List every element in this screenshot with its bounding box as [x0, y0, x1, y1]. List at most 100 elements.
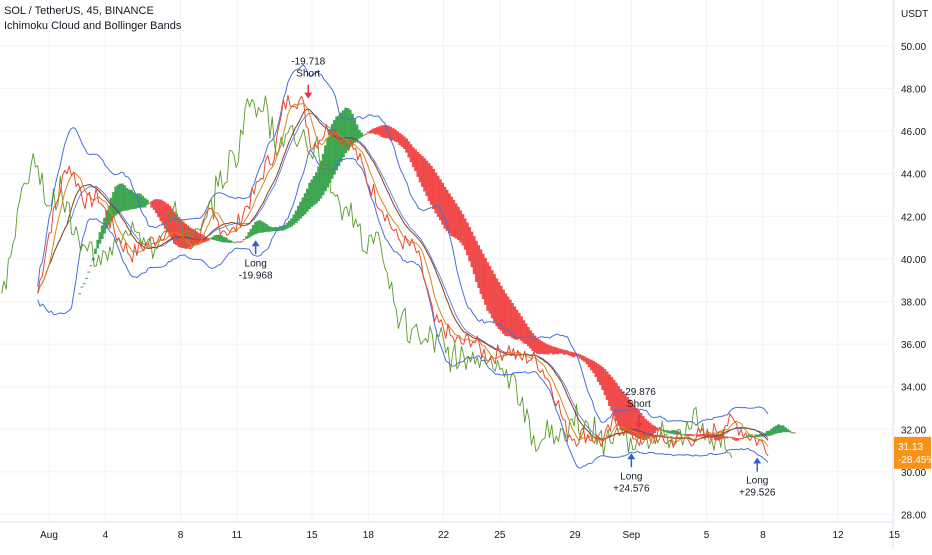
cloud-bull-segment: [220, 235, 224, 243]
cloud-bear-segment: [513, 306, 517, 340]
cloud-bull-segment: [759, 433, 762, 437]
cloud-bear-segment: [576, 353, 580, 357]
cloud-bear-segment: [411, 147, 415, 168]
cloud-bull-segment: [362, 134, 366, 136]
cloud-bear-segment: [170, 208, 174, 240]
signal-label: Long: [620, 471, 642, 482]
cloud-bull-segment: [754, 434, 758, 438]
cloud-bear-segment: [594, 362, 598, 377]
cloud-bear-segment: [484, 257, 487, 305]
cloud-bear-segment: [364, 133, 368, 135]
cloud-bear-segment: [188, 227, 192, 248]
cloud-bull-segment: [357, 129, 361, 139]
y-tick-label: 46.00: [901, 127, 926, 138]
cloud-bull-segment: [743, 436, 747, 438]
cloud-bull-segment: [224, 237, 228, 243]
cloud-bull-segment: [148, 202, 151, 204]
cloud-bear-segment: [175, 213, 178, 246]
cloud-bull-segment: [281, 226, 284, 231]
cloud-bull-segment: [125, 188, 129, 211]
y-tick-label: 28.00: [901, 511, 926, 522]
cloud-bear-segment: [581, 355, 584, 361]
cloud-bear-segment: [547, 344, 550, 355]
cloud-bear-segment: [612, 379, 616, 417]
cloud-bear-segment: [481, 253, 485, 300]
signal-value: +29.526: [739, 488, 776, 499]
cloud-bull-segment: [310, 179, 314, 208]
cloud-bull-segment: [680, 434, 683, 436]
cloud-bull-segment: [294, 210, 298, 223]
cloud-bull-segment: [229, 240, 233, 243]
cloud-bear-segment: [436, 175, 440, 217]
cloud-bear-segment: [454, 203, 458, 239]
cloud-bear-segment: [409, 144, 413, 163]
cloud-bear-segment: [511, 302, 514, 339]
cloud-bear-segment: [434, 172, 438, 214]
cloud-bull-segment: [134, 193, 138, 209]
cloud-bull-segment: [285, 222, 289, 229]
cloud-bear-segment: [553, 346, 557, 354]
cloud-bull-segment: [227, 239, 230, 243]
signal-label: Long: [746, 476, 768, 487]
cloud-bear-segment: [741, 438, 744, 440]
cloud-bear-segment: [375, 127, 379, 135]
cloud-bull-segment: [132, 192, 136, 210]
cloud-bear-segment: [535, 338, 539, 354]
cloud-bull-segment: [335, 116, 339, 171]
y-tick-label: 38.00: [901, 298, 926, 309]
cloud-bear-segment: [191, 228, 194, 247]
cloud-bull-segment: [267, 226, 271, 232]
x-tick-label: 29: [569, 530, 581, 541]
cloud-bull-segment: [283, 224, 287, 230]
cloud-bull-segment: [100, 225, 104, 239]
cloud-bear-segment: [605, 371, 609, 401]
cloud-bull-segment: [213, 235, 217, 241]
cloud-bear-segment: [389, 126, 393, 141]
cloud-bear-segment: [445, 189, 449, 232]
cloud-bear-segment: [414, 149, 417, 172]
cloud-bear-segment: [596, 363, 600, 382]
cloud-bear-segment: [150, 201, 154, 208]
cloud-bear-segment: [641, 416, 645, 441]
cloud-bear-segment: [556, 348, 559, 355]
cloud-bear-segment: [693, 434, 697, 436]
cloud-bear-segment: [204, 237, 208, 242]
cloud-bear-segment: [438, 179, 442, 221]
cloud-bull-segment: [98, 232, 102, 244]
last-price-tag[interactable]: [894, 436, 931, 469]
cloud-bear-segment: [549, 345, 553, 354]
cloud-bear-segment: [792, 432, 796, 434]
cloud-bear-segment: [179, 219, 183, 248]
cloud-bull-segment: [668, 430, 672, 434]
signal-long-arrow-icon: [627, 453, 636, 460]
cloud-bear-segment: [734, 437, 738, 441]
signal-value: +24.576: [613, 483, 650, 494]
cloud-bull-segment: [326, 137, 330, 188]
cloud-bear-segment: [646, 420, 650, 439]
cloud-bull-segment: [339, 112, 343, 162]
cloud-bear-segment: [396, 131, 399, 143]
cloud-bear-segment: [711, 433, 715, 438]
cloud-bull-segment: [89, 265, 93, 267]
cloud-bear-segment: [630, 402, 634, 436]
cloud-bull-segment: [78, 293, 82, 295]
cloud-bear-segment: [686, 433, 690, 436]
cloud-bull-segment: [770, 428, 774, 436]
cloud-bear-segment: [488, 266, 492, 314]
cloud-bull-segment: [319, 160, 323, 199]
cloud-bear-segment: [574, 352, 578, 357]
cloud-bear-segment: [441, 182, 444, 225]
cloud-bull-segment: [317, 166, 321, 202]
cloud-bear-segment: [448, 193, 451, 234]
cloud-bull-segment: [116, 184, 120, 214]
x-tick-label: 8: [760, 530, 766, 541]
symbol-title[interactable]: SOL / TetherUS, 45, BINANCE: [4, 5, 154, 17]
indicator-title[interactable]: Ichimoku Cloud and Bollinger Bands: [4, 20, 182, 32]
cloud-bear-segment: [614, 382, 618, 422]
cloud-bear-segment: [700, 433, 704, 436]
cloud-bear-segment: [506, 296, 510, 337]
cloud-bull-segment: [308, 182, 311, 210]
cloud-bear-segment: [623, 393, 627, 432]
